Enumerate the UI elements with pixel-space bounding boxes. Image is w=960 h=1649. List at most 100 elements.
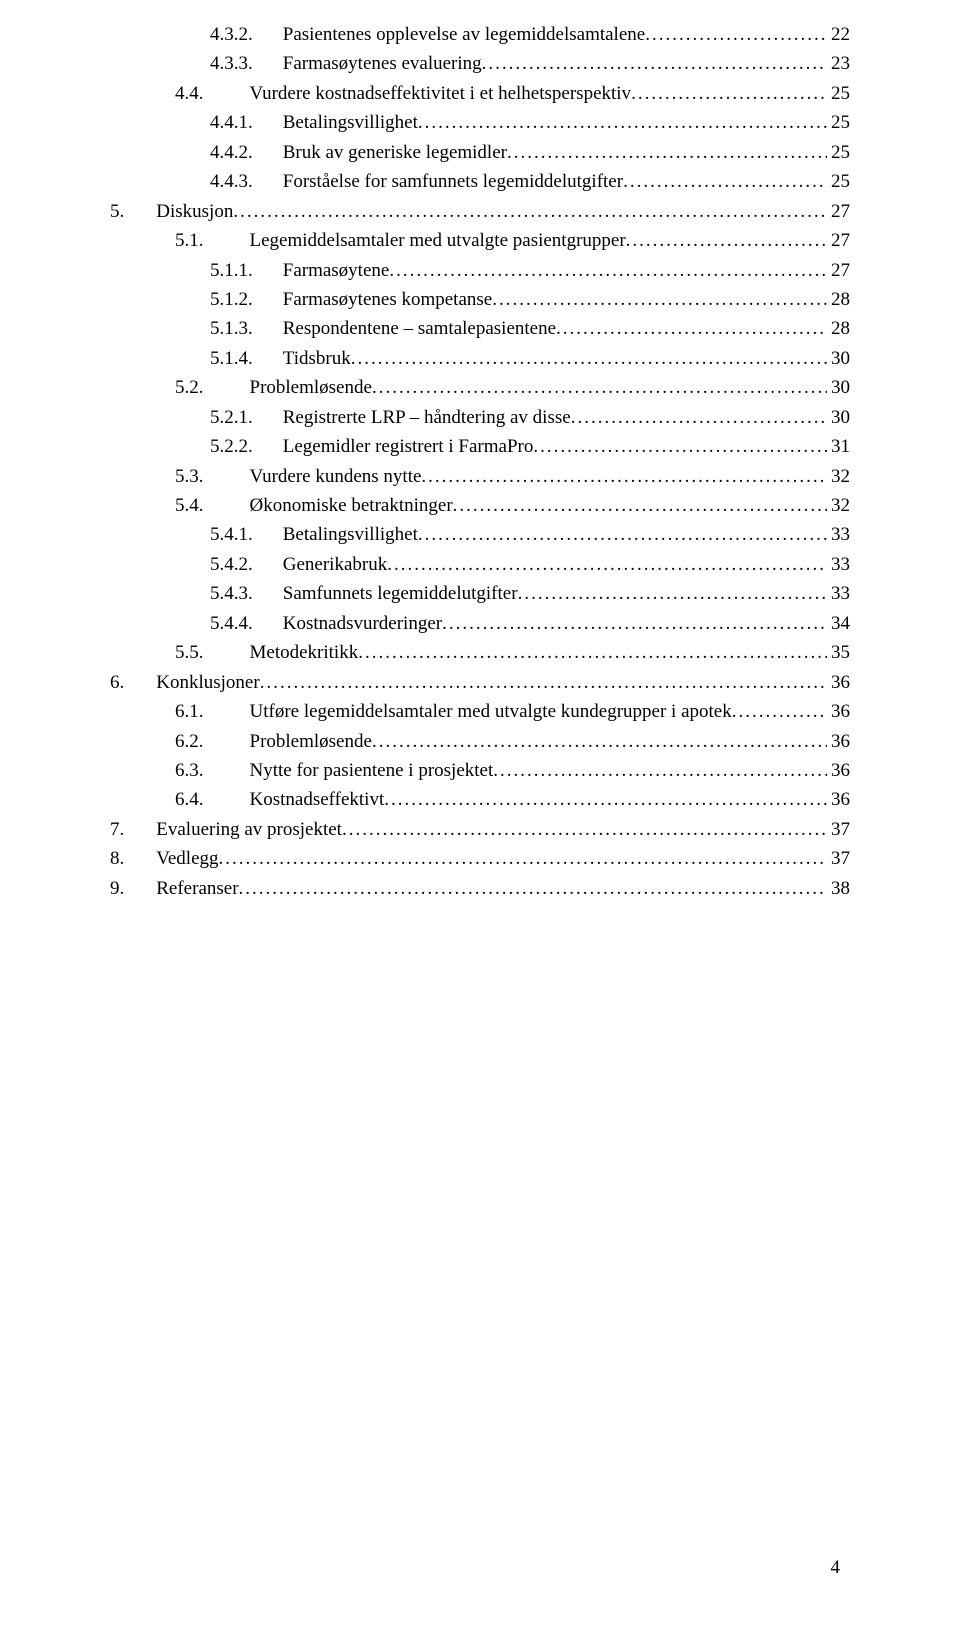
toc-page: 33 <box>827 520 850 549</box>
toc-page: 25 <box>827 108 850 137</box>
toc-page: 32 <box>827 462 850 491</box>
toc-page: 37 <box>827 844 850 873</box>
toc-leader <box>418 520 827 549</box>
toc-number: 6. <box>110 668 124 697</box>
toc-title: Legemiddelsamtaler med utvalgte pasientg… <box>250 226 626 255</box>
toc-number: 4.3.2. <box>210 20 253 49</box>
toc-entry: 5.1.3.Respondentene – samtalepasientene … <box>110 314 850 343</box>
toc-number: 6.3. <box>175 756 204 785</box>
toc-entry: 8.Vedlegg 37 <box>110 844 850 873</box>
toc-number: 7. <box>110 815 124 844</box>
toc-entry: 9.Referanser 38 <box>110 874 850 903</box>
toc-entry: 5.1. Legemiddelsamtaler med utvalgte pasi… <box>110 226 850 255</box>
toc-leader <box>556 314 827 343</box>
toc-title: Problemløsende <box>250 727 372 756</box>
toc-leader <box>387 550 827 579</box>
toc-title: Farmasøytenes evaluering <box>283 49 482 78</box>
toc-title: Vurdere kundens nytte <box>250 462 422 491</box>
toc-entry: 4.4.1.Betalingsvillighet 25 <box>110 108 850 137</box>
toc-entry: 5.4.1.Betalingsvillighet 33 <box>110 520 850 549</box>
toc-title: Bruk av generiske legemidler <box>283 138 507 167</box>
toc-entry: 5.3. Vurdere kundens nytte 32 <box>110 462 850 491</box>
toc-leader <box>233 197 827 226</box>
toc-entry: 5.2.2.Legemidler registrert i FarmaPro 3… <box>110 432 850 461</box>
toc-entry: 6.2. Problemløsende 36 <box>110 727 850 756</box>
toc-page: 27 <box>827 226 850 255</box>
toc-page: 37 <box>827 815 850 844</box>
toc-leader <box>389 256 827 285</box>
toc-entry: 4.3.2.Pasientenes opplevelse av legemidd… <box>110 20 850 49</box>
toc-entry: 4.4.3.Forståelse for samfunnets legemidd… <box>110 167 850 196</box>
toc-entry: 5.4.2. Generikabruk 33 <box>110 550 850 579</box>
toc-leader <box>418 108 827 137</box>
toc-entry: 6.Konklusjoner 36 <box>110 668 850 697</box>
toc-number: 5.1.2. <box>210 285 253 314</box>
toc-number: 5.4.3. <box>210 579 253 608</box>
toc-number: 6.1. <box>175 697 204 726</box>
toc-page: 33 <box>827 579 850 608</box>
toc-page: 28 <box>827 285 850 314</box>
toc-page: 36 <box>827 785 850 814</box>
toc-leader <box>507 138 827 167</box>
toc-entry: 4.4.Vurdere kostnadseffektivitet i et he… <box>110 79 850 108</box>
toc-page: 32 <box>827 491 850 520</box>
toc-leader <box>342 815 827 844</box>
toc-title: Metodekritikk <box>250 638 359 667</box>
toc-title: Utføre legemiddelsamtaler med utvalgte k… <box>250 697 732 726</box>
toc-page: 25 <box>827 79 850 108</box>
toc-leader <box>239 874 827 903</box>
table-of-contents: 4.3.2.Pasientenes opplevelse av legemidd… <box>110 20 850 903</box>
toc-number: 6.4. <box>175 785 204 814</box>
toc-page: 27 <box>827 256 850 285</box>
toc-number: 5.4.2. <box>210 550 253 579</box>
toc-page: 22 <box>827 20 850 49</box>
toc-number: 5.4. <box>175 491 204 520</box>
toc-number: 4.4.3. <box>210 167 253 196</box>
toc-entry: 6.3.Nytte for pasientene i prosjektet 36 <box>110 756 850 785</box>
toc-title: Generikabruk <box>283 550 387 579</box>
toc-leader <box>372 727 827 756</box>
toc-page: 38 <box>827 874 850 903</box>
toc-page: 28 <box>827 314 850 343</box>
toc-page: 27 <box>827 197 850 226</box>
toc-number: 5. <box>110 197 124 226</box>
toc-number: 6.2. <box>175 727 204 756</box>
toc-number: 5.3. <box>175 462 204 491</box>
toc-title: Respondentene – samtalepasientene <box>283 314 556 343</box>
toc-number: 5.4.4. <box>210 609 253 638</box>
toc-number: 5.4.1. <box>210 520 253 549</box>
toc-entry: 5.4. Økonomiske betraktninger 32 <box>110 491 850 520</box>
toc-number: 5.2.2. <box>210 432 253 461</box>
toc-title: Økonomiske betraktninger <box>250 491 453 520</box>
document-page: 4.3.2.Pasientenes opplevelse av legemidd… <box>0 0 960 1649</box>
toc-leader <box>631 79 827 108</box>
toc-title: Samfunnets legemiddelutgifter <box>283 579 518 608</box>
toc-entry: 7.Evaluering av prosjektet 37 <box>110 815 850 844</box>
toc-page: 25 <box>827 167 850 196</box>
toc-number: 5.5. <box>175 638 204 667</box>
toc-leader <box>351 344 827 373</box>
toc-leader <box>492 285 827 314</box>
toc-number: 5.1. <box>175 226 204 255</box>
toc-title: Konklusjoner <box>156 668 259 697</box>
toc-title: Farmasøytene <box>283 256 390 285</box>
toc-leader <box>518 579 827 608</box>
toc-leader <box>453 491 827 520</box>
toc-leader <box>442 609 827 638</box>
toc-number: 9. <box>110 874 124 903</box>
toc-page: 36 <box>827 697 850 726</box>
toc-entry: 5.2.Problemløsende 30 <box>110 373 850 402</box>
page-number: 4 <box>831 1557 841 1579</box>
toc-entry: 5.2.1.Registrerte LRP – håndtering av di… <box>110 403 850 432</box>
toc-number: 8. <box>110 844 124 873</box>
toc-page: 33 <box>827 550 850 579</box>
toc-number: 5.2.1. <box>210 403 253 432</box>
toc-page: 34 <box>827 609 850 638</box>
toc-entry: 6.4.Kostnadseffektivt 36 <box>110 785 850 814</box>
toc-title: Problemløsende <box>250 373 372 402</box>
toc-leader <box>372 373 827 402</box>
toc-leader <box>384 785 827 814</box>
toc-page: 36 <box>827 756 850 785</box>
toc-page: 36 <box>827 727 850 756</box>
toc-entry: 5.5.Metodekritikk 35 <box>110 638 850 667</box>
